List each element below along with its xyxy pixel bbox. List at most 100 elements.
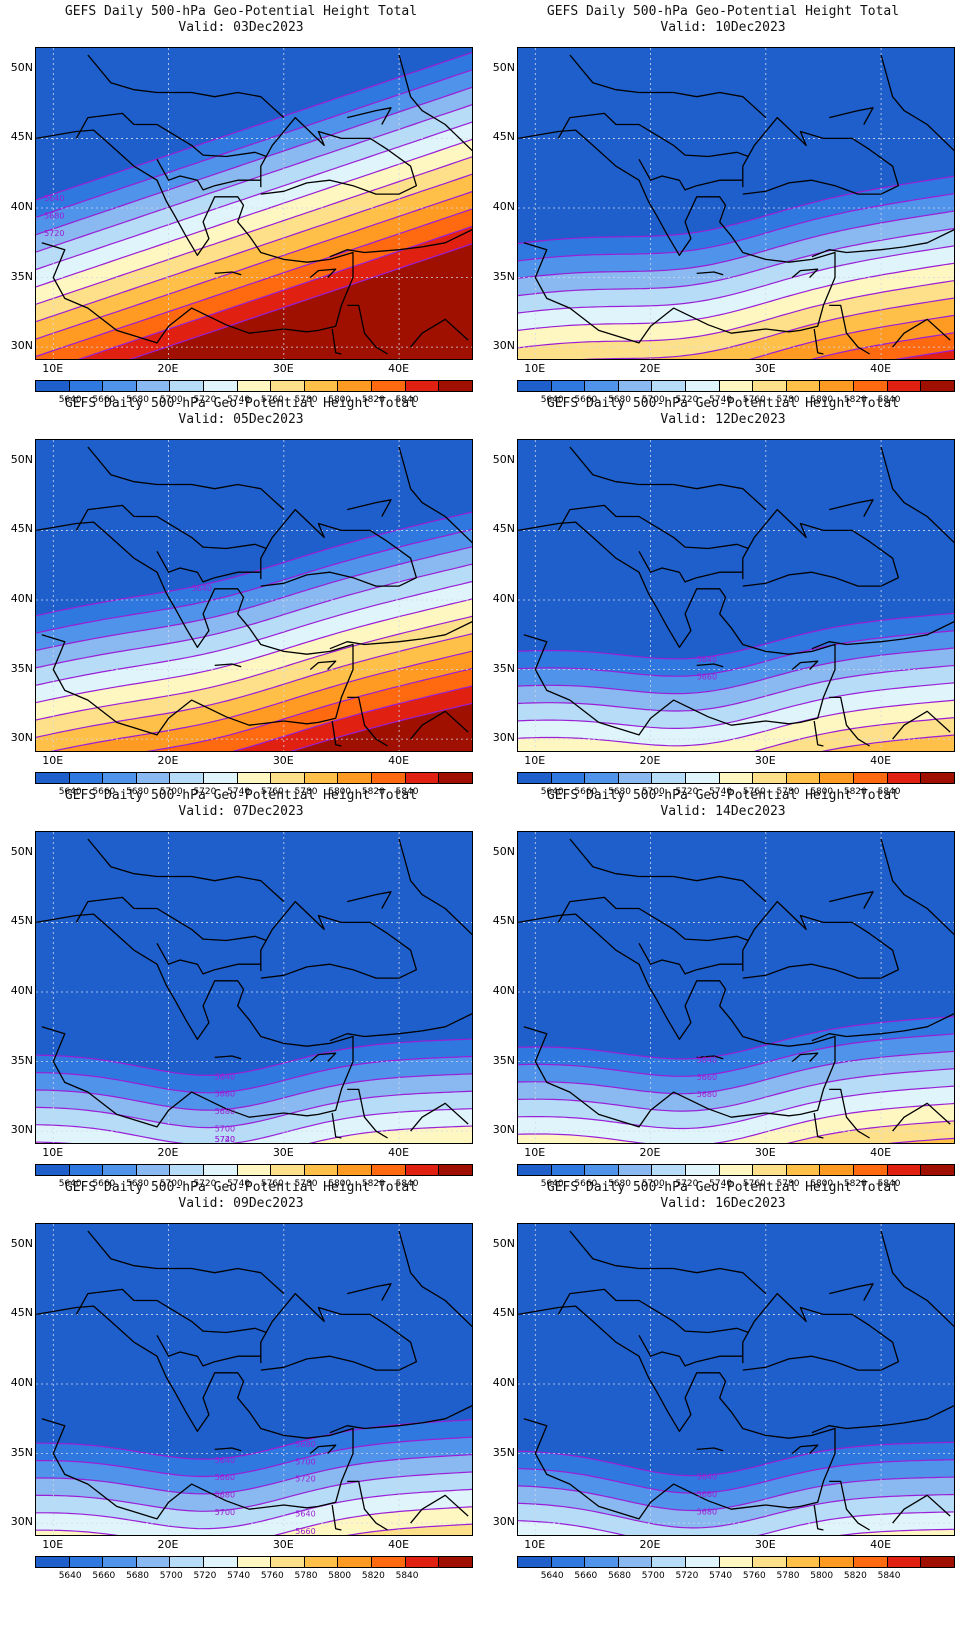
colorbar-swatch: [405, 1557, 440, 1567]
coastline-border: [791, 1444, 819, 1454]
colorbar-swatch: [136, 381, 171, 391]
height-contour: [518, 1068, 954, 1112]
height-band: [350, 1524, 472, 1535]
colorbar-swatch: [921, 1557, 954, 1567]
lat-tick-label: 45N: [492, 1306, 515, 1320]
lat-tick-label: 50N: [492, 60, 515, 74]
height-contour: [36, 156, 472, 305]
colorbar-label: 5800: [810, 787, 834, 797]
coastline-border: [518, 129, 836, 344]
colorbar-swatch: [69, 381, 104, 391]
coastline-border: [87, 838, 285, 903]
coastline-border: [829, 1480, 870, 1531]
colorbar-label: 5780: [294, 395, 318, 405]
coastline-border: [892, 710, 951, 740]
height-contour: [36, 1090, 472, 1129]
coastline-border: [557, 896, 749, 942]
colorbar-label: 5800: [810, 1179, 834, 1189]
contour-label: 5660: [215, 1090, 235, 1099]
coastline-border: [75, 1288, 267, 1334]
colorbar-label: 5740: [227, 395, 251, 405]
height-band: [131, 243, 472, 359]
coastline-border: [331, 328, 342, 355]
colorbar: [35, 380, 473, 392]
colorbar-label: 5840: [395, 1179, 419, 1189]
lat-tick-label: 35N: [492, 269, 515, 283]
colorbar-swatch: [405, 381, 440, 391]
height-contour: [36, 1038, 472, 1077]
contour-label: 5640: [697, 1055, 717, 1064]
coastline-border: [87, 446, 285, 511]
colorbar-swatch: [136, 773, 171, 783]
colorbar: [517, 1164, 955, 1176]
height-contour: [77, 225, 472, 359]
colorbar-label: 5720: [193, 787, 217, 797]
colorbar-label: 5700: [641, 395, 665, 405]
height-contour: [518, 175, 954, 245]
colorbar-swatch: [237, 1557, 272, 1567]
colorbar-label: 5720: [675, 1179, 699, 1189]
colorbar-label: 5680: [126, 787, 149, 797]
coastline-border: [410, 1494, 469, 1524]
lat-tick-label: 40N: [492, 591, 515, 605]
coastline-border: [811, 229, 954, 258]
lat-tick-label: 30N: [492, 731, 515, 745]
colorbar-label: 5780: [776, 787, 800, 797]
colorbar-swatch: [686, 381, 720, 391]
panel-valid-date: Valid: 10Dec2023: [660, 20, 786, 35]
lat-tick-label: 40N: [492, 983, 515, 997]
coastline-border: [880, 1230, 954, 1328]
colorbar-swatch: [103, 381, 137, 391]
lat-tick-label: 30N: [10, 339, 33, 353]
height-contour: [36, 563, 472, 669]
coastline-border: [156, 1334, 261, 1367]
colorbar-label: 5820: [361, 1179, 385, 1189]
colorbar-label: 5680: [608, 1571, 631, 1581]
contour-label: 5640: [192, 584, 212, 593]
lon-tick-label: 30E: [272, 362, 294, 375]
colorbar: [517, 380, 955, 392]
height-contour: [36, 138, 472, 288]
colorbar-label: 5740: [709, 1179, 733, 1189]
colorbar-label: 5780: [776, 1179, 800, 1189]
coastline-border: [696, 1055, 724, 1060]
coastline-border: [829, 304, 870, 355]
colorbar-swatch: [103, 1557, 137, 1567]
height-map: 5640 5660 5680 5700 5640 5660 5680 5700 5720: [35, 1223, 473, 1536]
colorbar-label: 5740: [227, 787, 251, 797]
panel-title: GEFS Daily 500-hPa Geo-Potential Height …: [64, 396, 418, 411]
coastline-border: [309, 1052, 337, 1062]
lon-tick-label: 40E: [388, 754, 410, 767]
colorbar-swatch: [652, 1165, 687, 1175]
colorbar-swatch: [585, 773, 619, 783]
colorbar-label: 5800: [810, 395, 834, 405]
lat-tick-label: 35N: [492, 1053, 515, 1067]
panel-title: GEFS Daily 500-hPa Geo-Potential Height …: [546, 788, 900, 803]
height-map: 5640 5660: [517, 439, 955, 752]
colorbar-swatch: [271, 773, 305, 783]
coastline-border: [569, 838, 767, 903]
coastline-border: [347, 696, 388, 747]
height-contour: [36, 511, 472, 617]
height-contour: [518, 1441, 954, 1477]
colorbar-swatch: [271, 1165, 305, 1175]
coastline-border: [829, 891, 874, 909]
coastline-border: [791, 660, 819, 670]
panel-title: GEFS Daily 500-hPa Geo-Potential Height …: [64, 4, 418, 19]
coastline-border: [638, 1334, 743, 1367]
coastline-border: [309, 660, 337, 670]
coastline-border: [410, 1102, 469, 1132]
colorbar: [517, 772, 955, 784]
contour-label: 5740: [215, 1135, 235, 1144]
coastline-border: [347, 1480, 388, 1531]
coastline-border: [398, 1230, 472, 1328]
colorbar-label: 5840: [877, 1571, 901, 1581]
colorbar-swatch: [854, 1165, 888, 1175]
colorbar-label: 5660: [574, 787, 598, 797]
coastline-border: [829, 696, 870, 747]
height-contour: [36, 173, 472, 323]
coastline-border: [813, 328, 824, 355]
contour-label: 5660: [295, 1527, 315, 1536]
contour-label: 5720: [215, 1135, 235, 1144]
height-map: 5640 5660 5680 5700 5720 5740: [35, 831, 473, 1144]
